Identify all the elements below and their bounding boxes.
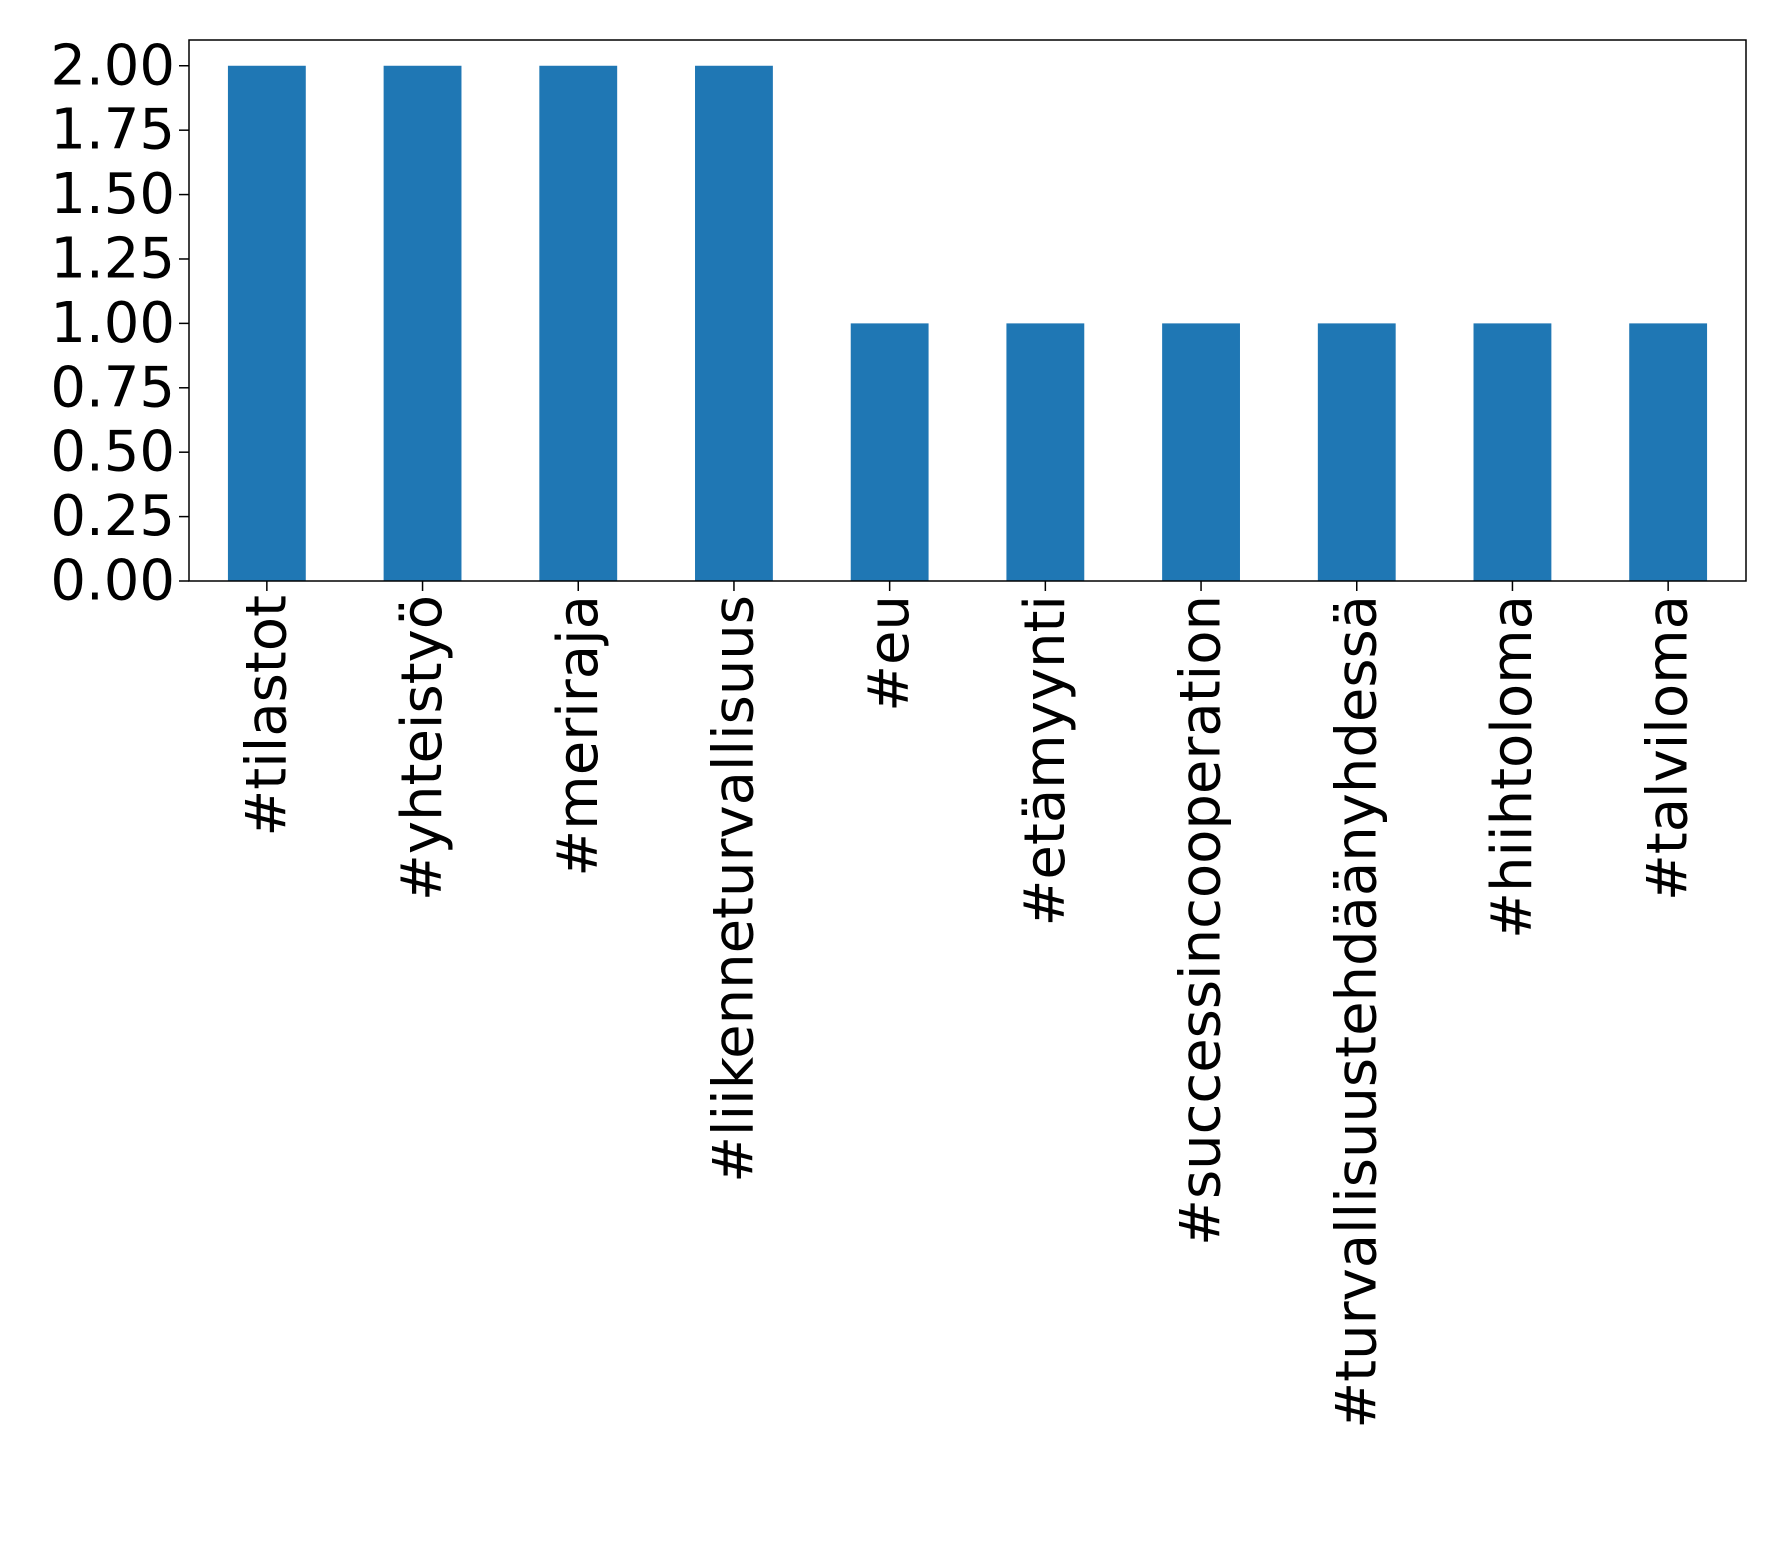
y-axis: 0.000.250.500.751.001.251.501.752.00: [50, 33, 189, 614]
bar-6: [1162, 323, 1240, 581]
y-tick-label-2: 0.50: [50, 420, 175, 485]
bar-2: [539, 65, 618, 581]
y-tick-label-3: 0.75: [50, 355, 175, 420]
bar-1: [383, 65, 462, 581]
x-tick-label-5: #etämyynti: [1013, 595, 1078, 927]
plot-frame: [188, 39, 1747, 582]
y-tick-label-7: 1.75: [50, 98, 175, 163]
bar-5: [1006, 323, 1085, 581]
y-tick-label-5: 1.25: [50, 226, 175, 291]
x-tick-label-4: #eu: [857, 595, 922, 712]
y-tick-label-4: 1.00: [50, 291, 175, 356]
x-tick-label-6: #successincooperation: [1169, 595, 1234, 1246]
x-tick-label-9: #talviloma: [1636, 595, 1701, 901]
bar-8: [1473, 323, 1552, 581]
bar-3: [695, 65, 773, 581]
x-tick-label-7: #turvallisuustehdäänyhdessä: [1324, 595, 1389, 1429]
x-tick-label-8: #hiihtoloma: [1480, 595, 1545, 939]
bar-9: [1629, 323, 1708, 581]
x-tick-label-0: #tilastot: [234, 595, 299, 837]
y-tick-label-1: 0.25: [50, 484, 175, 549]
bar-4: [850, 323, 929, 581]
x-tick-label-1: #yhteistyö: [390, 595, 455, 901]
y-tick-label-0: 0.00: [50, 549, 175, 614]
bar-0: [227, 65, 306, 581]
bar-7: [1317, 323, 1396, 581]
x-tick-label-3: #liikenneturvallisuus: [701, 595, 766, 1183]
y-tick-label-6: 1.50: [50, 162, 175, 227]
x-tick-label-2: #meriraja: [546, 595, 611, 877]
x-axis: #tilastot #yhteistyö #meriraja #liikennetur…: [234, 581, 1701, 1429]
bars-group: [227, 65, 1708, 581]
y-tick-label-8: 2.00: [50, 33, 175, 98]
